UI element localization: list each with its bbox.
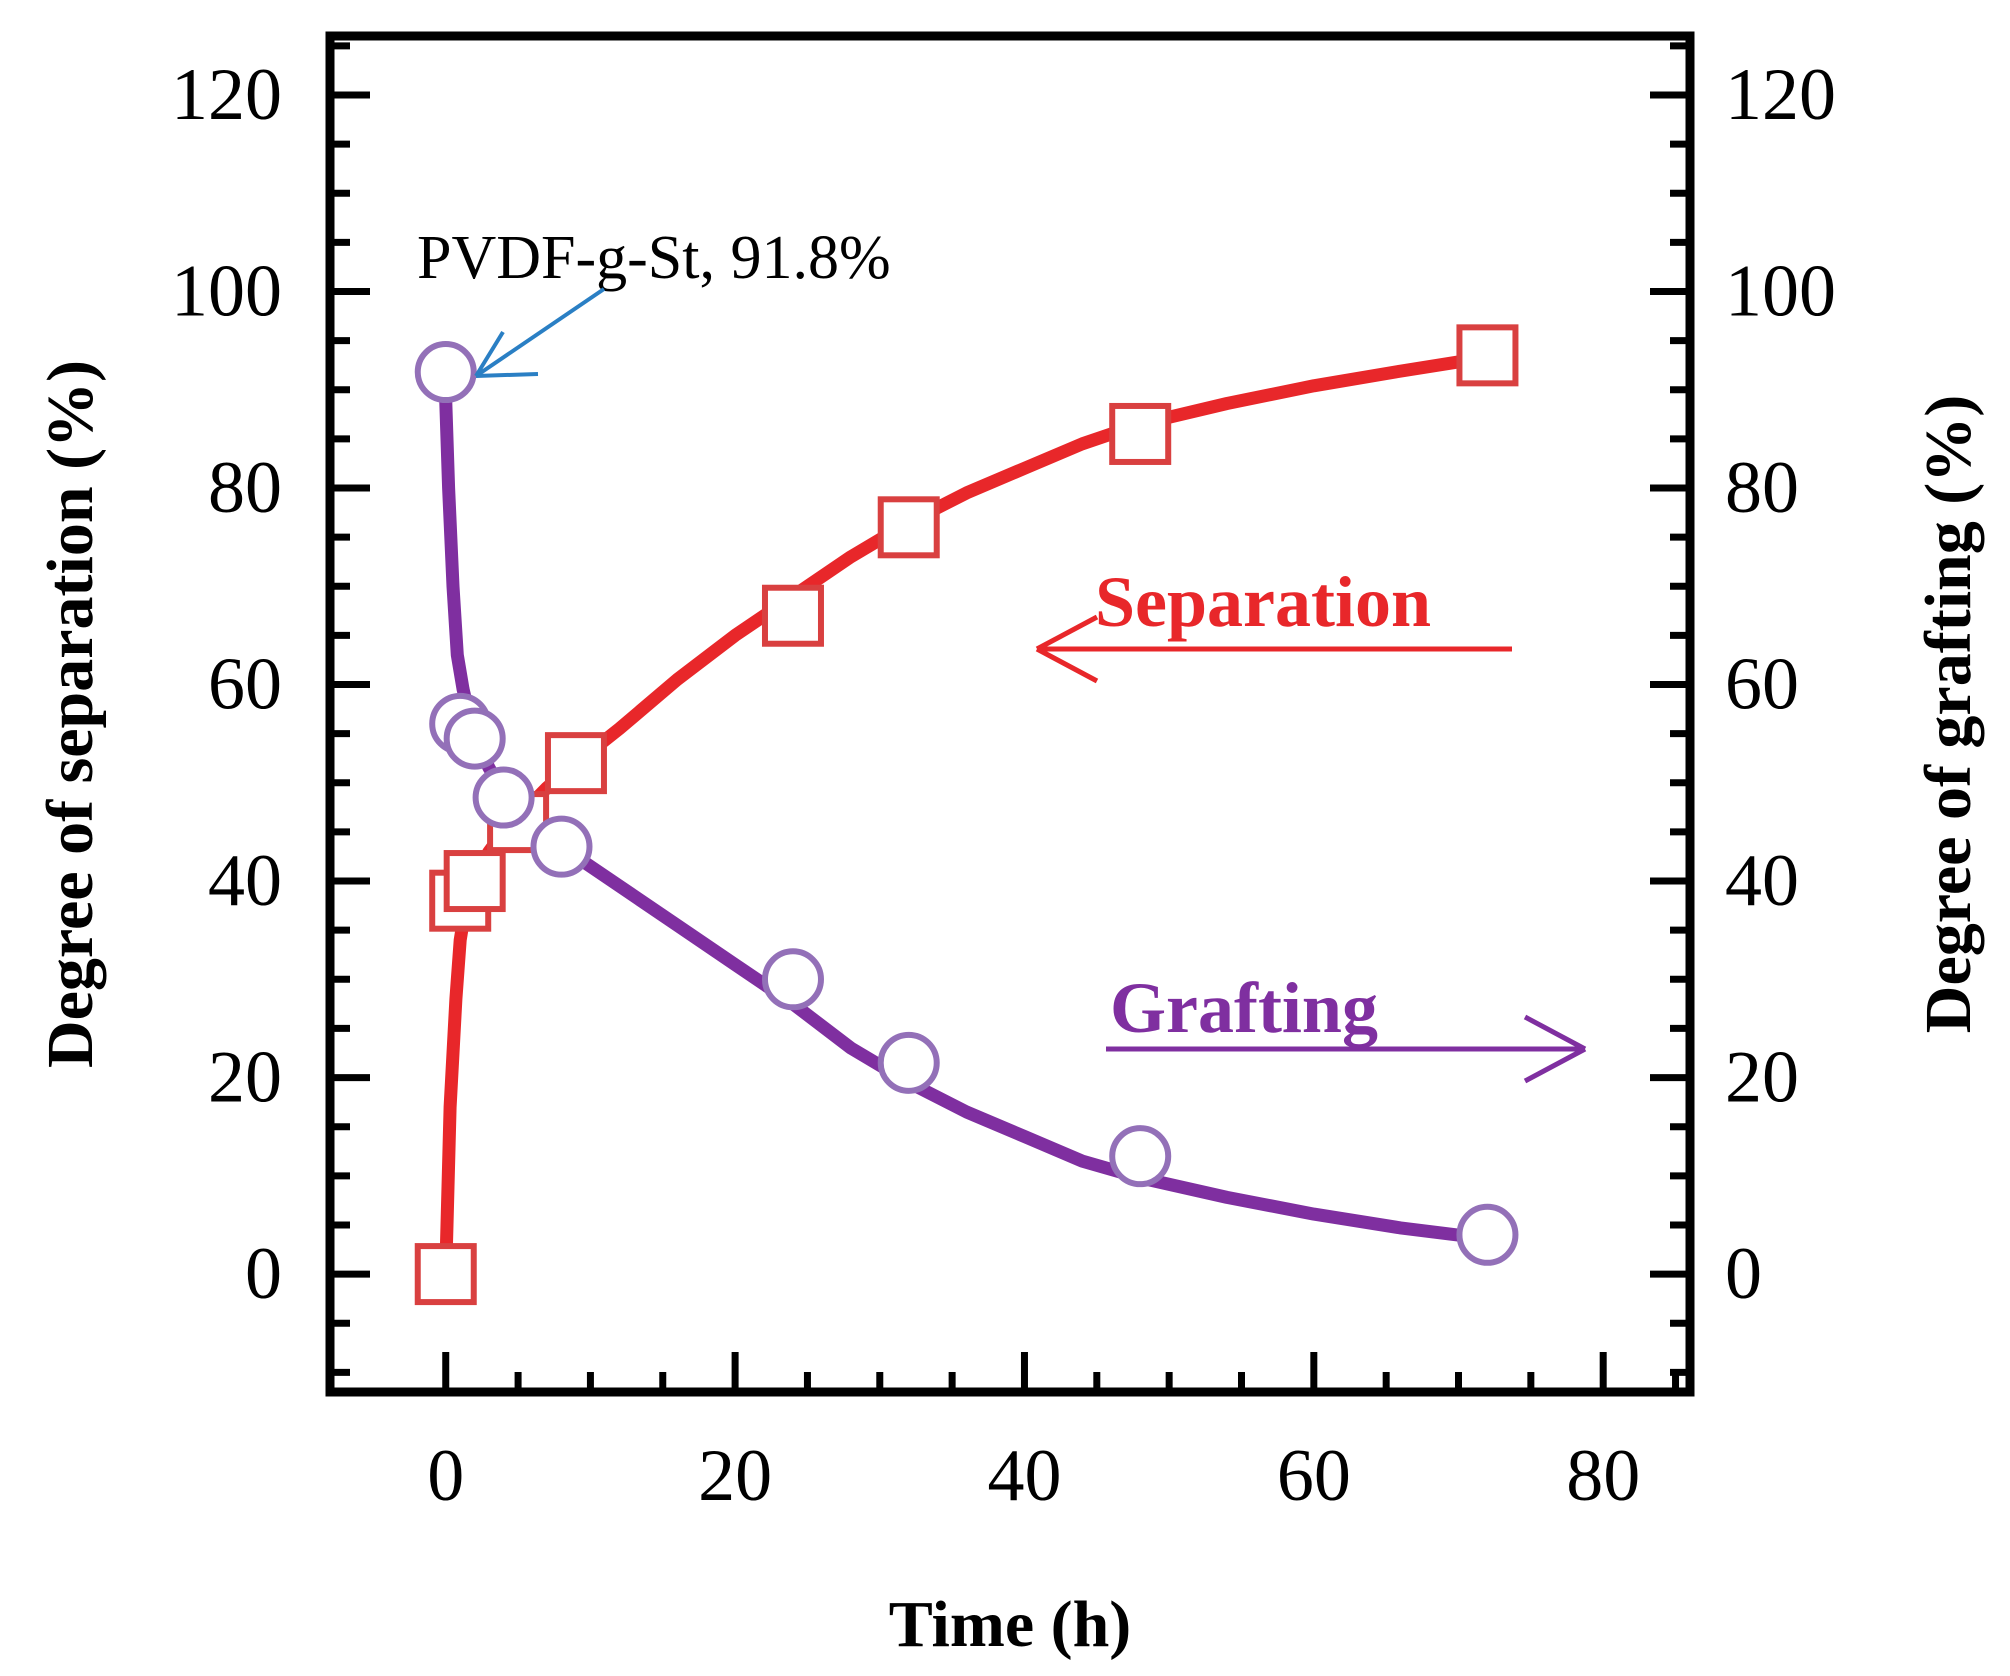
- y-left-tick-label: 80: [208, 447, 282, 529]
- y-left-tick-label: 100: [171, 250, 282, 332]
- axis-ticks: [330, 42, 1690, 1392]
- grafting-data-point: [472, 766, 535, 829]
- separation-data-point: [761, 584, 824, 647]
- grafting-data-point: [414, 341, 477, 404]
- grafting-arrow-icon: [1106, 1014, 1587, 1084]
- separation-data-point: [1456, 324, 1519, 387]
- grafting-data-point: [761, 948, 824, 1011]
- plot-frame: [325, 31, 1695, 1397]
- y-left-tick-label: 120: [171, 54, 282, 136]
- separation-data-point: [877, 496, 940, 559]
- separation-data-point: [1109, 402, 1172, 465]
- y-right-tick-label: 120: [1725, 54, 1836, 136]
- grafting-data-point: [877, 1031, 940, 1094]
- y-right-tick-label: 0: [1725, 1233, 1762, 1315]
- separation-data-point: [414, 1243, 477, 1306]
- grafting-data-point: [530, 815, 593, 878]
- y-right-tick-label: 40: [1725, 840, 1799, 922]
- separation-data-point: [544, 732, 607, 795]
- separation-markers: [414, 324, 1519, 1306]
- y-left-tick-label: 0: [245, 1233, 282, 1315]
- grafting-label: Grafting: [1110, 968, 1378, 1048]
- grafting-data-point: [1456, 1203, 1519, 1266]
- y-right-tick-label: 100: [1725, 250, 1836, 332]
- separation-arrow-icon: [1035, 614, 1512, 684]
- y-right-tick-label: 60: [1725, 644, 1799, 726]
- y-axis-left-title: Degree of separation (%): [34, 360, 107, 1068]
- grafting-data-point: [1109, 1125, 1172, 1188]
- x-axis-title: Time (h): [889, 1588, 1132, 1661]
- x-tick-label: 0: [427, 1435, 464, 1517]
- grafting-fit-line: [439, 393, 1494, 1246]
- y-axis-right-title: Degree of grafting (%): [1912, 395, 1985, 1033]
- grafting-markers: [414, 341, 1519, 1266]
- x-tick-label: 80: [1566, 1435, 1640, 1517]
- separation-label: Separation: [1095, 562, 1431, 642]
- separation-fit-line: [439, 350, 1494, 1281]
- y-right-tick-label: 80: [1725, 447, 1799, 529]
- point-annotation-label: PVDF-g-St, 91.8%: [417, 224, 891, 292]
- y-left-tick-label: 20: [208, 1037, 282, 1119]
- grafting-data-point: [443, 707, 506, 770]
- x-tick-label: 40: [987, 1435, 1061, 1517]
- y-right-tick-label: 20: [1725, 1037, 1799, 1119]
- y-left-tick-label: 60: [208, 644, 282, 726]
- y-left-tick-label: 40: [208, 840, 282, 922]
- x-tick-label: 20: [698, 1435, 772, 1517]
- separation-data-point: [443, 850, 506, 913]
- point-annotation-arrow: [474, 287, 606, 378]
- axis-tick-labels: 0 20 40 60 80 0 0 20 20 40 40 60 60 80 80 100 100 120 120: [171, 54, 1836, 1517]
- x-tick-label: 60: [1277, 1435, 1351, 1517]
